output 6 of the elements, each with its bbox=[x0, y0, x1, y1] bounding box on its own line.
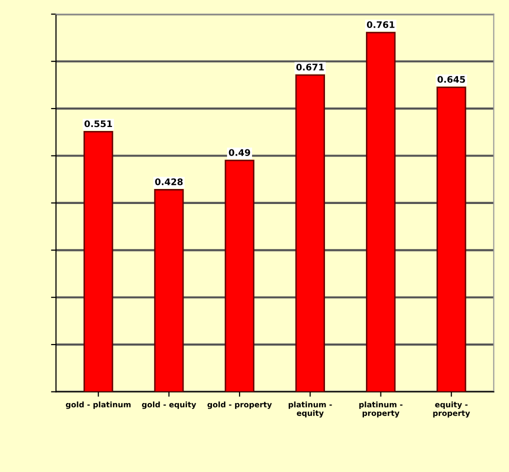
data-label: 0.49 bbox=[228, 149, 250, 156]
data-label: 0.551 bbox=[84, 120, 112, 128]
data-label: 0.671 bbox=[296, 64, 324, 71]
data-label: 0.428 bbox=[155, 178, 183, 186]
data-label: 0.645 bbox=[438, 76, 466, 83]
data-label: 0.761 bbox=[366, 21, 394, 28]
